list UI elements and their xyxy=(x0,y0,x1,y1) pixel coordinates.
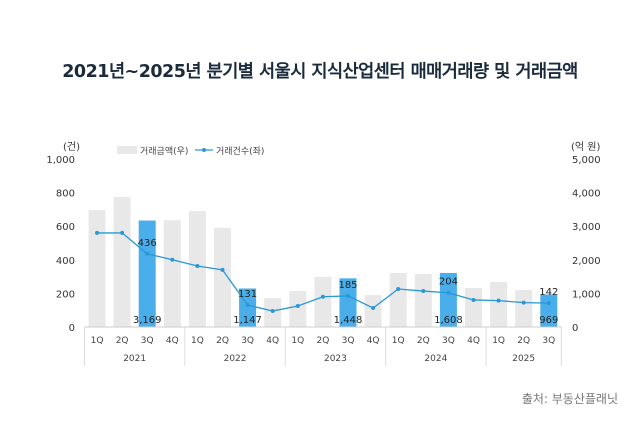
right-axis-tick: 2,000 xyxy=(572,256,601,267)
count-label: 131 xyxy=(238,289,257,300)
quarter-label: 3Q xyxy=(342,336,355,346)
bar-2023-2Q xyxy=(314,276,332,327)
quarter-label: 3Q xyxy=(241,336,254,346)
left-axis-tick: 600 xyxy=(56,222,75,233)
bar-2021-4Q xyxy=(163,220,181,327)
count-point-2025-1Q xyxy=(496,298,501,303)
count-point-2025-2Q xyxy=(521,300,526,305)
quarter-label: 2Q xyxy=(116,336,129,346)
bar-2022-1Q xyxy=(188,211,206,327)
bar-2021-2Q xyxy=(113,196,131,327)
count-point-2022-4Q xyxy=(270,309,275,314)
amount-label: 969 xyxy=(539,315,558,326)
bar-2024-4Q xyxy=(465,288,482,327)
count-point-2025-3Q xyxy=(546,301,551,306)
count-point-2021-4Q xyxy=(170,257,175,262)
count-point-2022-2Q xyxy=(220,267,225,272)
year-label: 2023 xyxy=(324,354,347,364)
count-point-2024-3Q xyxy=(446,290,451,295)
chart-title: 2021년~2025년 분기별 서울시 지식산업센터 매매거래량 및 거래금액 xyxy=(62,62,578,82)
quarter-label: 2Q xyxy=(216,336,229,346)
count-point-2024-1Q xyxy=(396,287,401,292)
year-label: 2021 xyxy=(123,354,146,364)
count-point-2022-3Q xyxy=(245,302,250,307)
quarter-label: 4Q xyxy=(266,336,279,346)
count-point-2023-2Q xyxy=(320,294,325,299)
quarter-label: 2Q xyxy=(316,336,329,346)
quarter-label: 1Q xyxy=(91,336,104,346)
count-point-2022-1Q xyxy=(195,264,200,269)
left-axis-tick: 0 xyxy=(69,323,75,334)
quarter-label: 3Q xyxy=(442,336,455,346)
bar-2024-3Q xyxy=(439,272,457,327)
count-label: 204 xyxy=(439,277,458,288)
year-label: 2022 xyxy=(224,354,247,364)
legend-bar-swatch xyxy=(117,146,137,154)
count-point-2021-2Q xyxy=(120,230,125,235)
quarter-label: 1Q xyxy=(191,336,204,346)
bar-2023-3Q xyxy=(339,278,357,327)
count-label: 142 xyxy=(539,287,558,298)
right-axis-tick: 4,000 xyxy=(572,189,601,200)
right-axis-tick: 0 xyxy=(572,323,578,334)
source-note: 출처: 부동산플래닛 xyxy=(521,392,618,406)
quarter-label: 1Q xyxy=(392,336,405,346)
quarter-label: 2Q xyxy=(517,336,530,346)
right-axis-tick: 5,000 xyxy=(572,155,601,166)
count-point-2021-3Q xyxy=(145,251,150,256)
quarter-label: 4Q xyxy=(467,336,480,346)
year-label: 2025 xyxy=(512,354,535,364)
amount-label: 3,169 xyxy=(133,315,162,326)
bar-2025-2Q xyxy=(515,290,533,327)
quarter-label: 4Q xyxy=(166,336,179,346)
bar-2024-1Q xyxy=(389,272,407,327)
quarter-label: 3Q xyxy=(141,336,154,346)
count-point-2024-4Q xyxy=(471,297,476,302)
amount-label: 1,147 xyxy=(233,315,262,326)
count-label: 436 xyxy=(138,238,157,249)
count-point-2024-2Q xyxy=(421,289,426,294)
left-axis-tick: 1,000 xyxy=(46,155,75,166)
left-axis-unit: (건) xyxy=(63,141,80,153)
legend-line-marker xyxy=(202,148,206,152)
bar-2021-1Q xyxy=(88,210,106,327)
count-point-2023-3Q xyxy=(346,293,350,298)
amount-label: 1,608 xyxy=(434,315,463,326)
bar-2023-1Q xyxy=(289,291,307,327)
left-axis-tick: 800 xyxy=(56,189,75,200)
bar-2021-3Q xyxy=(138,220,156,327)
quarter-label: 1Q xyxy=(492,336,505,346)
year-label: 2024 xyxy=(424,354,447,364)
right-axis-unit: (억 원) xyxy=(571,141,600,153)
amount-label: 1,448 xyxy=(334,315,363,326)
bar-2024-2Q xyxy=(414,273,432,327)
bar-2023-4Q xyxy=(364,295,382,327)
count-point-2021-1Q xyxy=(95,230,99,235)
legend-label-count: 거래건수(좌) xyxy=(216,146,264,157)
right-axis-tick: 3,000 xyxy=(572,222,601,233)
quarter-label: 3Q xyxy=(542,336,555,346)
right-axis-tick: 1,000 xyxy=(572,289,601,300)
count-point-2023-4Q xyxy=(371,306,376,311)
left-axis-tick: 200 xyxy=(56,289,75,300)
bar-2022-2Q xyxy=(214,227,231,327)
left-axis-tick: 400 xyxy=(56,256,75,267)
count-point-2023-1Q xyxy=(295,304,300,308)
count-label: 185 xyxy=(338,280,357,291)
legend-label-amount: 거래금액(우) xyxy=(140,145,188,157)
bar-2025-1Q xyxy=(490,281,508,327)
quarter-label: 1Q xyxy=(291,336,304,346)
quarter-label: 4Q xyxy=(367,336,380,346)
quarter-label: 2Q xyxy=(417,336,430,346)
